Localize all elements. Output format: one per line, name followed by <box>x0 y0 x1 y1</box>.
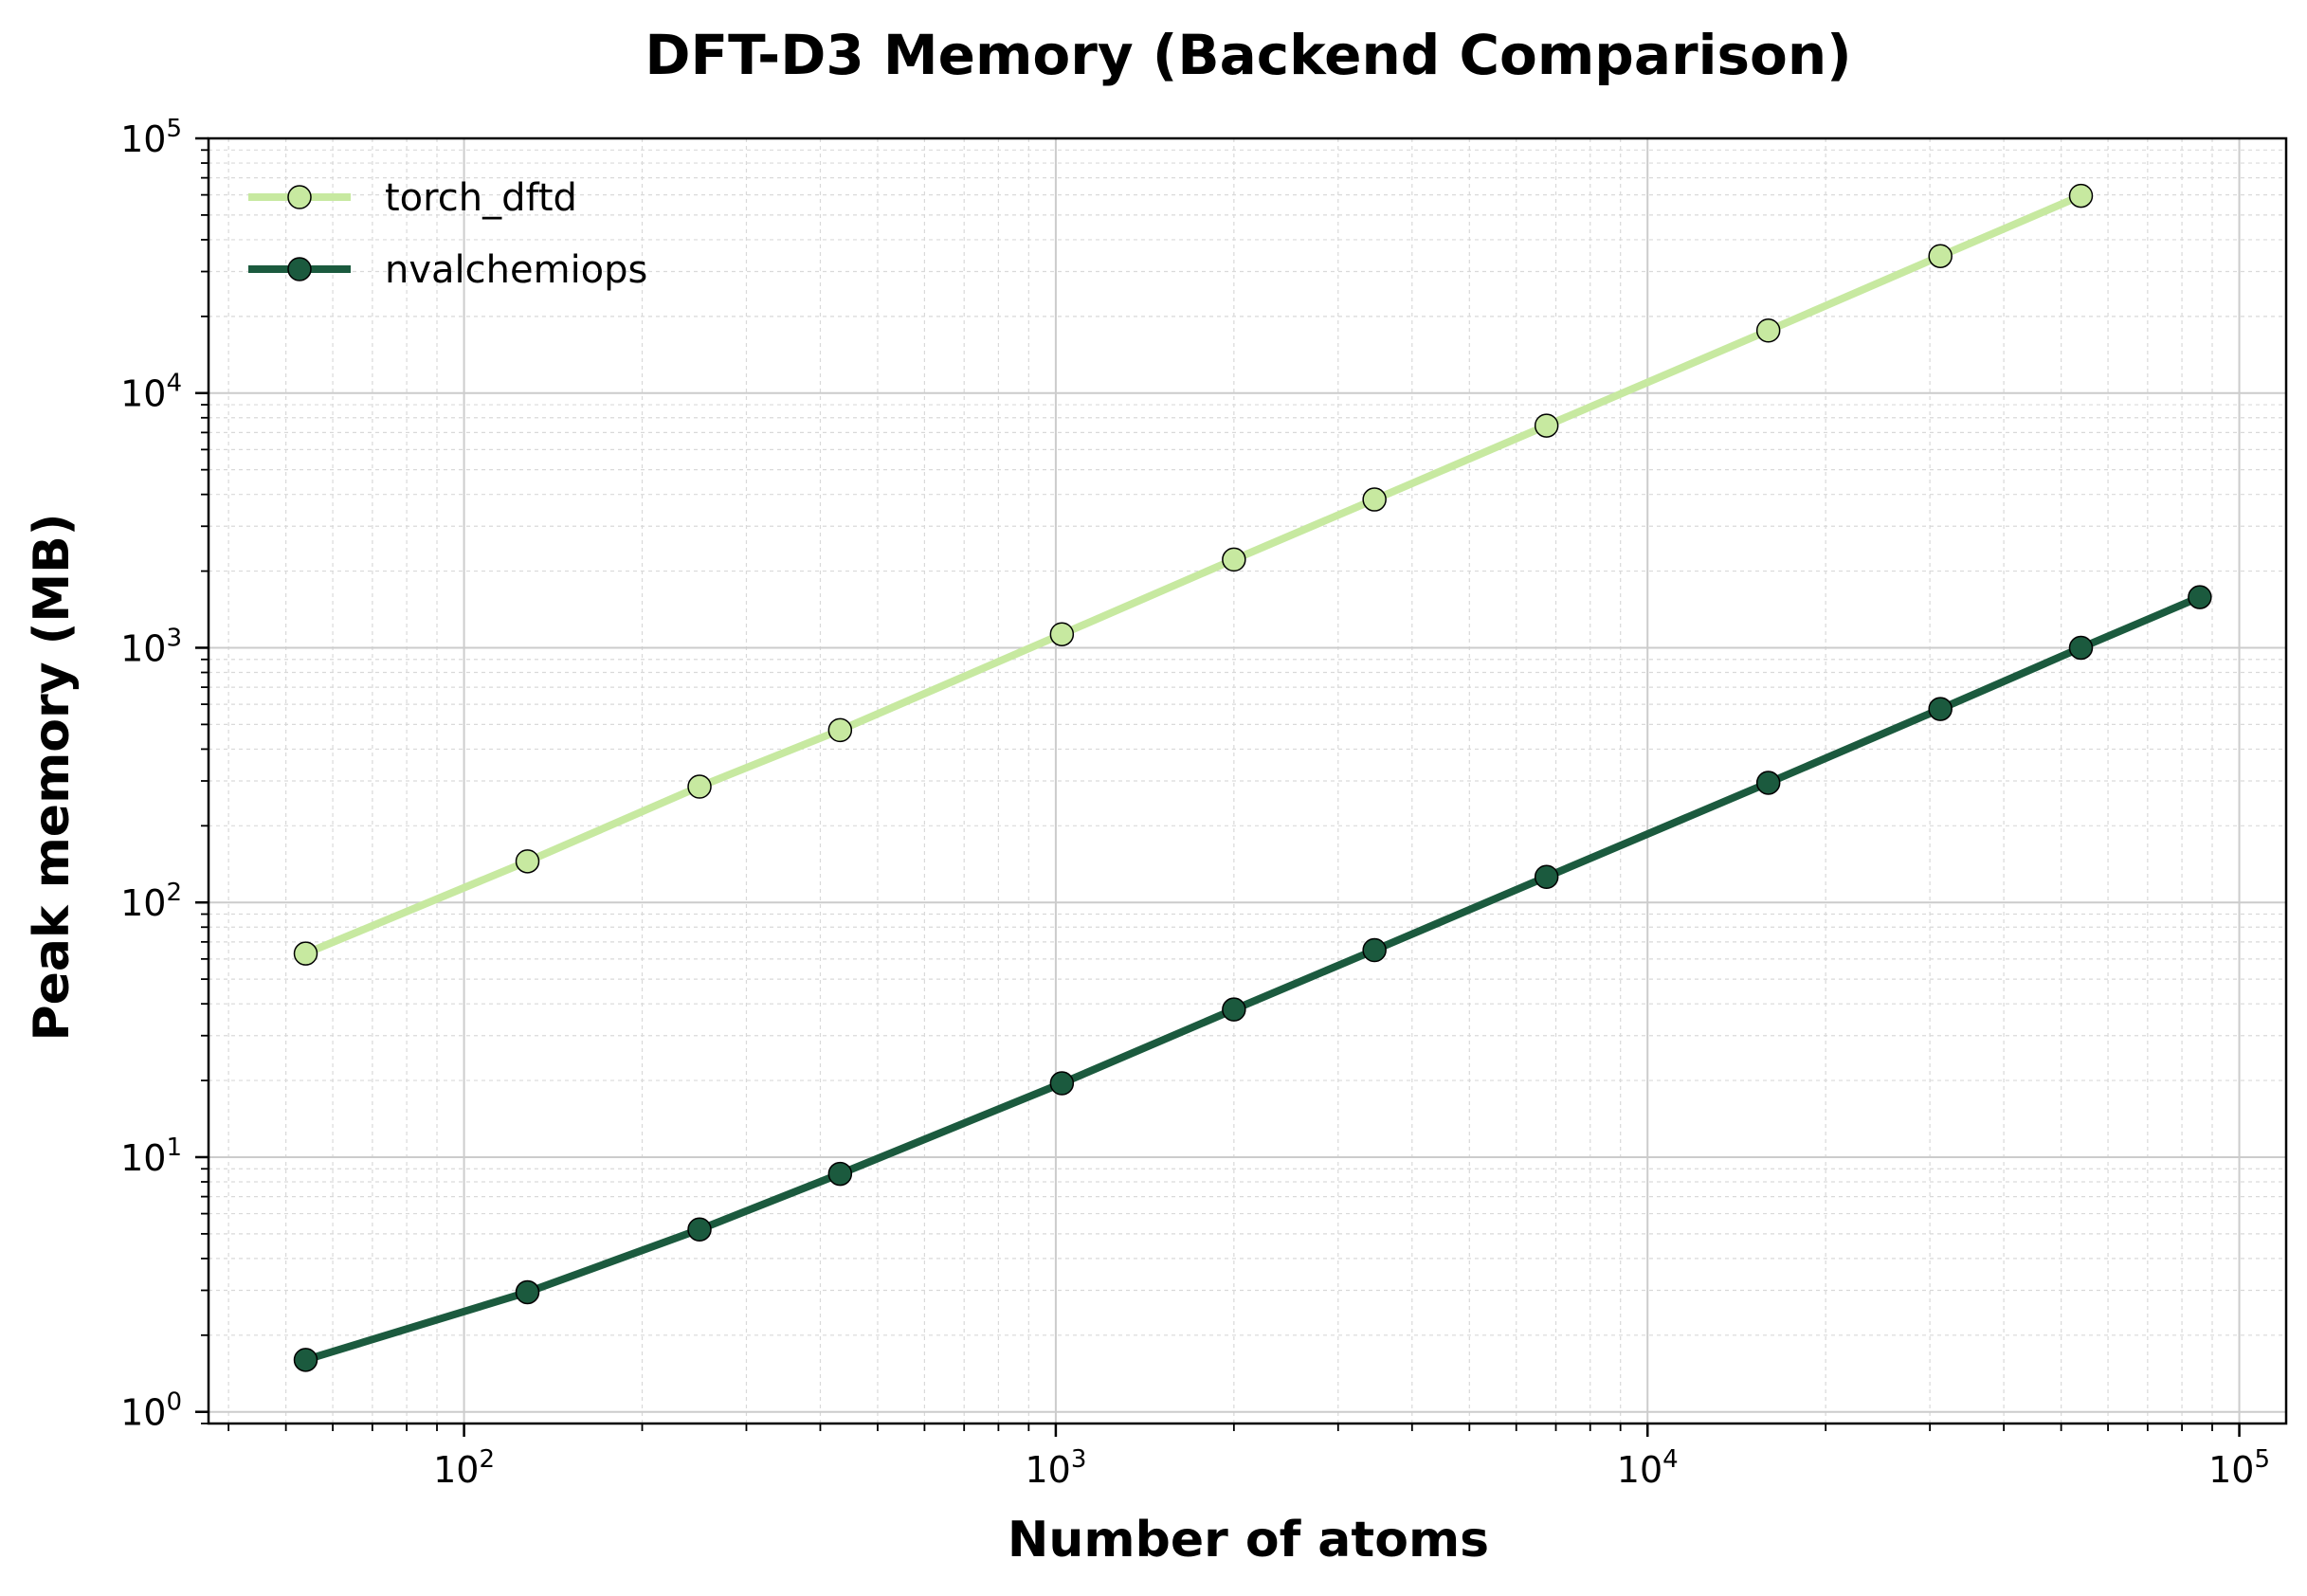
data-point <box>293 941 318 966</box>
series-torch_dftd <box>293 183 2094 966</box>
data-point <box>687 1217 712 1242</box>
data-point <box>2068 183 2094 209</box>
x-tick-label: 102 <box>433 1445 495 1491</box>
data-point <box>827 717 853 743</box>
data-point <box>1534 413 1559 438</box>
data-point <box>2068 635 2094 661</box>
axis-ticks: 102 103 104 105 100 101 102 103 104 105 <box>120 115 2270 1491</box>
x-tick-label: 104 <box>1617 1445 1679 1491</box>
data-point <box>1222 997 1246 1022</box>
x-axis-label: Number of atoms <box>1008 1512 1489 1569</box>
data-point <box>1222 547 1246 572</box>
series-nvalchemiops <box>293 585 2212 1372</box>
y-tick-label: 102 <box>120 879 182 924</box>
data-point <box>1928 697 1953 721</box>
legend-label: nvalchemiops <box>385 248 647 292</box>
data-point <box>515 1279 540 1305</box>
data-point <box>687 774 712 799</box>
data-point <box>1049 622 1075 646</box>
data-point <box>1928 244 1953 268</box>
data-point <box>1755 318 1781 343</box>
legend-marker <box>287 257 312 281</box>
grid <box>209 137 2286 1424</box>
y-tick-label: 104 <box>120 370 182 415</box>
series-line <box>301 593 2204 1364</box>
data-point <box>827 1161 853 1187</box>
legend-marker <box>287 185 312 209</box>
data-point <box>1755 771 1781 795</box>
y-tick-label: 105 <box>120 115 182 160</box>
legend-item: torch_dftd <box>248 176 577 220</box>
data-point <box>1362 937 1387 963</box>
x-tick-label: 105 <box>2208 1445 2270 1491</box>
y-tick-label: 100 <box>120 1388 182 1434</box>
plot-series <box>293 183 2212 1372</box>
x-tick-label: 103 <box>1025 1445 1086 1491</box>
legend-label: torch_dftd <box>385 176 577 220</box>
series-line <box>301 191 2085 958</box>
data-point <box>293 1348 318 1372</box>
y-tick-label: 103 <box>120 624 182 669</box>
chart-title: DFT-D3 Memory (Backend Comparison) <box>645 23 1851 87</box>
y-axis-label: Peak memory (MB) <box>24 513 81 1041</box>
data-point <box>2188 585 2212 609</box>
legend-item: nvalchemiops <box>248 248 647 292</box>
data-point <box>1049 1071 1075 1096</box>
data-point <box>1534 864 1559 889</box>
y-tick-label: 101 <box>120 1134 182 1179</box>
data-point <box>515 849 540 874</box>
data-point <box>1362 487 1387 512</box>
legend: torch_dftd nvalchemiops <box>248 176 647 292</box>
